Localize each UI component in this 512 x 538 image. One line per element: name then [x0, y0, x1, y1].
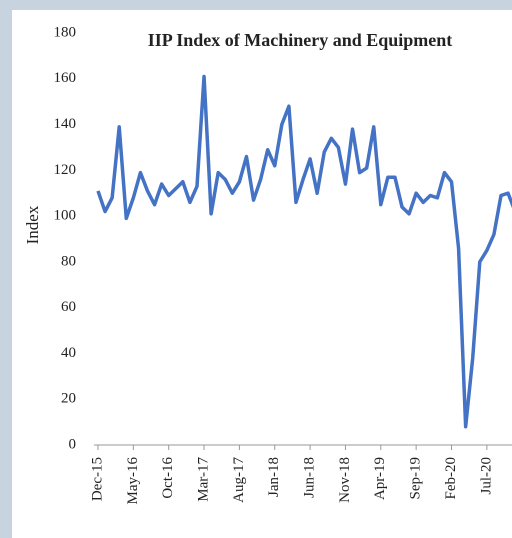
y-tick-label: 120 [54, 162, 77, 178]
chart-title: IIP Index of Machinery and Equipment [148, 30, 453, 50]
x-tick-label: Aug-17 [231, 457, 247, 503]
x-tick-label: Nov-18 [337, 457, 353, 503]
x-tick-label: Dec-15 [89, 457, 105, 501]
x-tick-label: Jan-18 [266, 457, 282, 497]
y-tick-label: 100 [54, 208, 77, 224]
panel [12, 10, 512, 538]
data-line [96, 74, 512, 429]
x-tick-label: Sep-19 [408, 457, 424, 500]
x-tick-label: Oct-16 [160, 457, 176, 499]
x-tick-label: Feb-20 [443, 457, 459, 500]
y-tick-label: 140 [54, 116, 77, 132]
y-tick-label: 20 [61, 391, 76, 407]
x-tick-label: Jun-18 [302, 457, 318, 498]
y-tick-label: 160 [54, 70, 77, 86]
y-tick-label: 40 [61, 345, 76, 361]
y-tick-label: 0 [69, 436, 77, 452]
y-tick-label: 180 [54, 24, 77, 40]
x-tick-label: May-16 [125, 457, 141, 505]
x-tick-label: Jul-20 [478, 457, 494, 495]
y-axis-label: Index [23, 205, 42, 244]
x-tick-label: Mar-17 [195, 457, 211, 502]
y-tick-label: 80 [61, 253, 76, 269]
y-tick-label: 60 [61, 299, 76, 315]
x-tick-label: Apr-19 [372, 457, 388, 500]
